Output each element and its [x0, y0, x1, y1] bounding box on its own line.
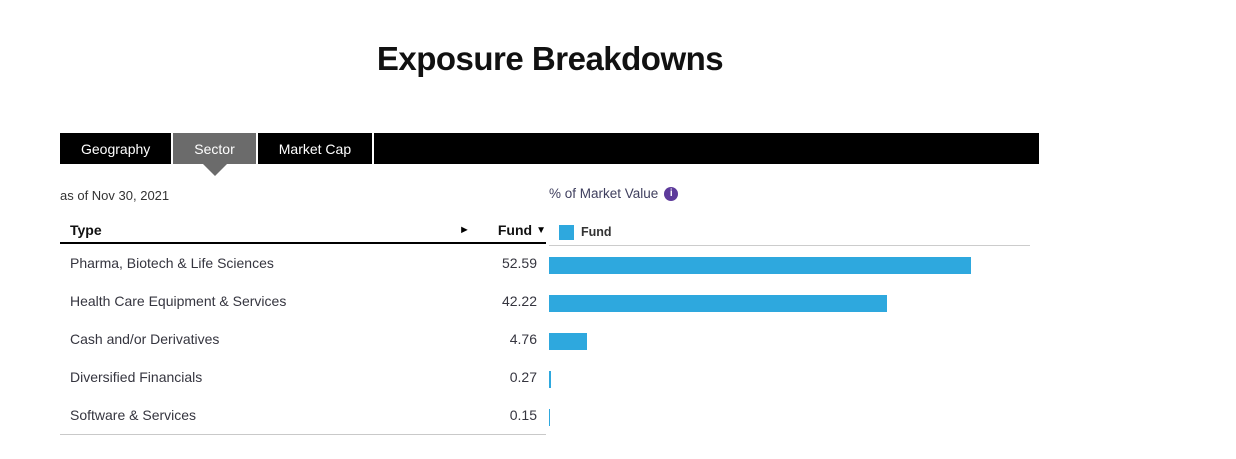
- info-icon[interactable]: i: [664, 186, 679, 201]
- as-of-date: as of Nov 30, 2021: [60, 188, 170, 203]
- chart-bars: [549, 246, 1030, 436]
- tab-label: Geography: [81, 140, 151, 157]
- sort-descending-icon: ▼: [536, 224, 546, 236]
- table-row: Software & Services 0.15: [60, 396, 546, 434]
- scroll-right-icon[interactable]: ►: [458, 223, 470, 236]
- row-value: 4.76: [509, 331, 537, 347]
- table-body: Pharma, Biotech & Life Sciences 52.59 Heal…: [60, 244, 546, 434]
- row-label: Health Care Equipment & Services: [70, 293, 287, 309]
- bar-row: [549, 398, 1030, 436]
- axis-label: % of Market Value: [549, 186, 659, 201]
- axis-label-wrap: % of Market Value i: [549, 186, 679, 201]
- fund-bar: [549, 256, 971, 274]
- row-value: 52.59: [501, 255, 537, 271]
- page-title: Exposure Breakdowns: [376, 40, 724, 77]
- breakdown-chart: Fund: [549, 219, 1030, 436]
- column-header-fund[interactable]: Fund ▼: [498, 222, 546, 238]
- table-row: Health Care Equipment & Services 42.22: [60, 282, 546, 320]
- table-row: Cash and/or Derivatives 4.76: [60, 320, 546, 358]
- bar-row: [549, 246, 1030, 284]
- chart-legend: Fund: [549, 219, 1030, 246]
- tab-market-cap[interactable]: Market Cap: [257, 133, 373, 164]
- fund-bar: [549, 294, 888, 312]
- row-value: 0.27: [509, 369, 537, 385]
- breakdown-table: Type ► Fund ▼ Pharma, Biotech & Life Sci…: [60, 218, 546, 435]
- tab-sector[interactable]: Sector: [173, 133, 256, 176]
- selected-tab-pointer-icon: [202, 164, 227, 176]
- exposure-tabs: Geography Sector Market Cap: [60, 133, 1039, 176]
- fund-bar: [549, 408, 551, 426]
- tabbar-filler: [374, 133, 1039, 164]
- legend-label-fund: Fund: [581, 225, 612, 239]
- column-header-fund-label: Fund: [497, 222, 533, 238]
- row-value: 0.15: [509, 407, 537, 423]
- fund-bar: [549, 370, 552, 388]
- tab-label: Sector: [194, 140, 235, 157]
- legend-swatch-fund: [559, 224, 574, 240]
- tab-geography[interactable]: Geography: [60, 133, 172, 164]
- column-header-type: Type: [70, 222, 102, 238]
- row-label: Diversified Financials: [70, 369, 203, 385]
- row-label: Pharma, Biotech & Life Sciences: [70, 255, 274, 271]
- bar-row: [549, 322, 1030, 360]
- bar-row: [549, 284, 1030, 322]
- table-row: Pharma, Biotech & Life Sciences 52.59: [60, 244, 546, 282]
- fund-bar: [549, 332, 588, 350]
- table-row: Diversified Financials 0.27: [60, 358, 546, 396]
- tab-label: Market Cap: [278, 140, 352, 157]
- row-label: Software & Services: [70, 407, 197, 423]
- bar-row: [549, 360, 1030, 398]
- row-value: 42.22: [501, 293, 537, 309]
- row-label: Cash and/or Derivatives: [70, 331, 220, 347]
- table-header: Type ► Fund ▼: [60, 218, 546, 244]
